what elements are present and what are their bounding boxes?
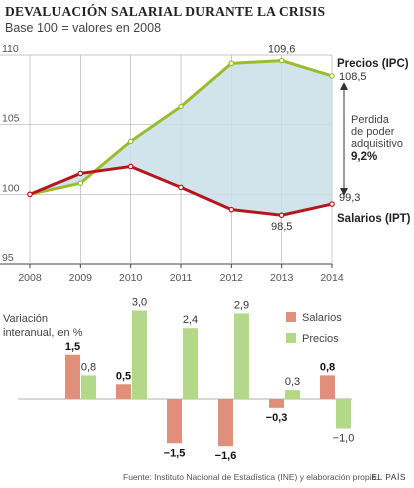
line-chart-labels: Precios (IPC) Salarios (IPT) 109,6 108,5 98,…	[268, 44, 411, 234]
annotation-line1: Perdida	[351, 114, 390, 126]
purchasing-power-annotation: Perdida de poder adquisitivo 9,2%	[340, 82, 403, 196]
y-tick-label-110: 110	[2, 43, 19, 55]
x-tick-label-2014: 2014	[320, 272, 344, 284]
x-tick-label-2011: 2011	[170, 272, 193, 284]
brand-logo: EL PAÍS	[371, 472, 406, 482]
point-salarios-ipt-2013	[278, 212, 285, 219]
bar-precios-2010	[132, 310, 147, 399]
bar-salarios-2012	[218, 399, 233, 447]
bar-label-salarios-2012: −1,6	[215, 450, 237, 462]
purchasing-power-gap-area	[30, 60, 332, 216]
bar-label-salarios-2009: 1,5	[65, 341, 80, 353]
annotation-line3: adquisitivo	[351, 138, 403, 150]
bar-salarios-2011	[167, 399, 182, 444]
series-label-precios: Precios (IPC)	[337, 58, 409, 70]
point-precios-ipc-2012	[228, 60, 235, 67]
bar-salarios-2014	[320, 375, 335, 399]
bar-label-precios-2010: 3,0	[132, 297, 147, 309]
annotation-line2: de poder	[351, 126, 395, 138]
point-precios-ipc-2011	[178, 103, 184, 110]
x-tick-label-2012: 2012	[220, 272, 244, 284]
bar-ylabel-line2: interanual, en %	[3, 327, 83, 339]
value-label-salarios-ipt-2013: 98,5	[271, 221, 292, 233]
bar-precios-2012	[234, 313, 249, 399]
value-label-precios-ipc-2014: 108,5	[339, 71, 367, 83]
bar-label-precios-2014: −1,0	[333, 433, 355, 445]
bar-salarios-2009	[65, 354, 80, 399]
gap-area	[30, 60, 332, 216]
bar-label-salarios-2010: 0,5	[116, 370, 131, 382]
legend-label-precios: Precios	[302, 333, 339, 345]
bar-precios-2009	[81, 375, 96, 399]
point-precios-ipc-2013	[278, 57, 285, 64]
bar-label-precios-2013: 0,3	[285, 376, 300, 388]
bar-precios-2011	[183, 328, 198, 399]
point-salarios-ipt-2012	[228, 206, 235, 213]
line-chart-series	[27, 57, 335, 219]
bar-salarios-2013	[269, 399, 284, 408]
legend-swatch-salarios	[286, 312, 296, 322]
bar-precios-2014	[336, 399, 351, 429]
point-precios-ipc-2014	[329, 73, 335, 79]
bar-ylabel-line1: Variación	[3, 313, 48, 325]
annotation-arrow-down	[340, 188, 348, 196]
source-note: Fuente: Instituto Nacional de Estadístic…	[123, 472, 379, 482]
bar-label-salarios-2013: −0,3	[266, 412, 288, 424]
chart-subtitle: Base 100 = valores en 2008	[5, 21, 162, 35]
line-chart-grid: 95 100 105 110 2008 2009 2010 2011 2012 2013 2014	[0, 43, 344, 284]
annotation-value: 9,2%	[351, 151, 377, 163]
annotation-arrow-up	[340, 82, 348, 90]
y-tick-label-95: 95	[2, 252, 14, 264]
point-salarios-ipt-2010	[127, 163, 134, 170]
bar-label-precios-2009: 0,8	[81, 361, 96, 373]
bar-label-salarios-2011: −1,5	[164, 447, 186, 459]
point-salarios-ipt-2011	[178, 184, 184, 191]
point-precios-ipc-2010	[127, 138, 134, 145]
value-label-salarios-ipt-2014: 99,3	[339, 192, 360, 204]
x-tick-label-2010: 2010	[119, 272, 143, 284]
y-tick-label-105: 105	[2, 113, 20, 125]
bar-label-precios-2011: 2,4	[183, 314, 198, 326]
bar-precios-2013	[285, 390, 300, 399]
series-label-salarios: Salarios (IPT)	[337, 213, 411, 225]
legend-swatch-precios	[286, 333, 296, 343]
point-precios-ipc-2009	[77, 180, 84, 186]
bar-label-precios-2012: 2,9	[234, 299, 249, 311]
legend-label-salarios: Salarios	[302, 312, 342, 324]
value-label-precios-ipc-2013: 109,6	[268, 44, 296, 56]
x-tick-label-2013: 2013	[270, 272, 294, 284]
y-tick-label-100: 100	[2, 182, 20, 194]
bar-label-salarios-2014: 0,8	[320, 361, 335, 373]
x-tick-label-2009: 2009	[69, 272, 93, 284]
point-salarios-ipt-2009	[77, 170, 84, 177]
bar-salarios-2010	[116, 384, 131, 399]
point-salarios-ipt-2008	[27, 191, 33, 198]
x-tick-label-2008: 2008	[18, 272, 42, 284]
point-salarios-ipt-2014	[329, 201, 335, 207]
chart-title: DEVALUACIÓN SALARIAL DURANTE LA CRISIS	[5, 4, 326, 19]
